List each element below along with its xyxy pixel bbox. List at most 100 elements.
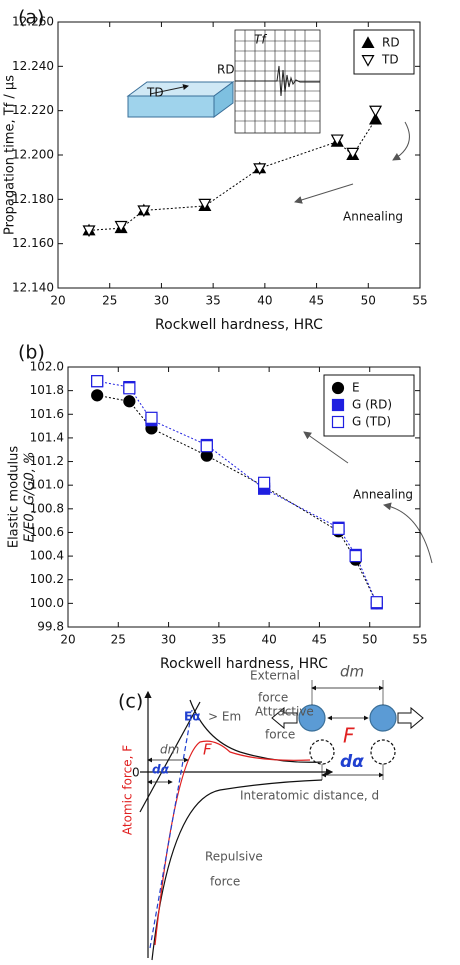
y-tick-label: 101.2 [30, 454, 64, 468]
external-label: External [250, 669, 300, 683]
x-tick-label: 20 [50, 294, 65, 308]
legend-label: G (RD) [352, 398, 392, 412]
x-tick-label: 20 [60, 633, 75, 647]
d-alpha: dα [152, 763, 170, 777]
y-tick-label: 102.0 [30, 360, 64, 374]
point [369, 112, 383, 125]
annealing-arrow [303, 431, 349, 464]
attractive-label: force [265, 728, 295, 742]
x-tick-label: 45 [309, 294, 324, 308]
legend-label: E [352, 381, 360, 395]
y-tick-label: 101.6 [30, 407, 64, 421]
d-m: dm [160, 743, 179, 757]
y-axis-label: Elastic modulus [7, 446, 22, 549]
y-tick-label: 12.160 [12, 236, 54, 250]
y-tick-label: 100.4 [30, 549, 64, 563]
repulsive-label: Repulsive [205, 850, 263, 864]
y-tick-label: 100.8 [30, 501, 64, 515]
atom-d-alpha: dα [340, 752, 364, 772]
y-axis-label: E/E0, G/G0, % [23, 452, 38, 543]
annealing-arrow [383, 502, 433, 564]
point [114, 220, 128, 233]
x-tick-label: 30 [161, 633, 176, 647]
y-tick-label: 12.260 [12, 15, 54, 29]
y-tick-label: 12.200 [12, 148, 54, 162]
point [137, 205, 151, 218]
point [330, 134, 344, 147]
origin-label: 0 [132, 766, 140, 780]
x-axis-label: Rockwell hardness, HRC [160, 656, 328, 672]
atom-f: F [343, 724, 355, 748]
f-label: F [203, 741, 212, 759]
x-tick-label: 35 [206, 294, 221, 308]
point [198, 198, 212, 211]
x-tick-label: 25 [102, 294, 117, 308]
y-tick-label: 12.240 [12, 59, 54, 73]
point [349, 549, 362, 563]
panel-label: (b) [18, 342, 45, 364]
legend-label: RD [382, 36, 400, 50]
panel-label: (c) [118, 691, 143, 713]
atom-d-m: dm [340, 663, 364, 681]
point [123, 395, 136, 408]
y-tick-label: 12.180 [12, 192, 54, 206]
y-tick-label: 100.0 [30, 596, 64, 610]
inset-label: TD [146, 86, 164, 100]
x-tick-label: 55 [412, 294, 427, 308]
x-tick-label: 50 [361, 294, 376, 308]
x-tick-label: 25 [111, 633, 126, 647]
point [200, 440, 213, 453]
y-tick-label: 101.4 [30, 430, 64, 444]
x-tick-label: 40 [262, 633, 277, 647]
inset-label: Tf [254, 33, 267, 47]
x-tick-label: 50 [362, 633, 377, 647]
y-tick-label: 100.2 [30, 572, 64, 586]
y-axis-label: Atomic force, F [121, 745, 135, 835]
force-diagram [139, 680, 424, 961]
legend-box [353, 29, 415, 75]
legend-marker [361, 36, 375, 48]
x-tick-label: 30 [154, 294, 169, 308]
legend-marker [331, 381, 345, 395]
y-tick-label: 101.8 [30, 383, 64, 397]
point [123, 382, 136, 395]
panel-label: (a) [18, 7, 44, 29]
x-tick-label: 45 [312, 633, 327, 647]
legend-marker [331, 398, 345, 412]
point [91, 389, 104, 402]
point [370, 596, 383, 609]
e-m: > Em [208, 710, 241, 724]
point [91, 375, 104, 388]
point [82, 225, 96, 238]
legend-marker [361, 55, 375, 67]
point [346, 147, 360, 160]
repulsive-label: force [210, 875, 240, 889]
y-axis-label: Propagation time, Tf / μs [3, 75, 18, 235]
inset-block [126, 81, 235, 118]
annotation: Annealing [343, 210, 403, 224]
legend-label: TD [381, 53, 399, 67]
plot-frame [67, 366, 421, 628]
inset-waveform [234, 29, 321, 134]
point [332, 522, 345, 536]
x-tick-label: 55 [412, 633, 427, 647]
x-tick-label: 35 [211, 633, 226, 647]
attractive-label: Attractive [255, 705, 314, 719]
annealing-arrow [294, 183, 354, 204]
y-tick-label: 100.6 [30, 525, 64, 539]
annotation: Annealing [353, 488, 413, 502]
y-tick-label: 12.220 [12, 103, 54, 117]
x-tick-label: 40 [257, 294, 272, 308]
y-tick-label: 12.140 [12, 281, 54, 295]
inset-label: RD [217, 63, 235, 77]
annealing-arrow [392, 121, 410, 161]
point [145, 411, 158, 424]
y-tick-label: 101.0 [30, 478, 64, 492]
y-tick-label: 99.8 [37, 620, 64, 634]
legend-marker [331, 415, 345, 429]
point [369, 105, 383, 118]
point [253, 163, 267, 176]
x-axis-label: Rockwell hardness, HRC [155, 317, 323, 333]
x-axis-label: Interatomic distance, d [240, 789, 379, 803]
